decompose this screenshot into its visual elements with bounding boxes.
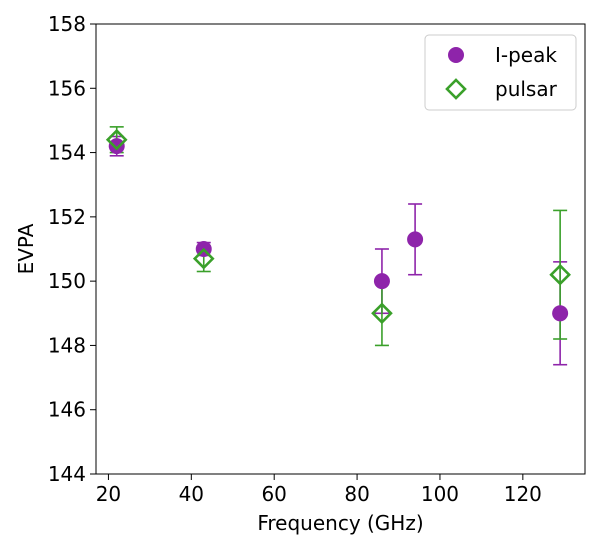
- legend-marker-pulsar: [445, 78, 467, 100]
- x-tick-label: 120: [504, 482, 542, 506]
- y-tick-label: 156: [48, 76, 86, 100]
- y-tick-label: 150: [48, 269, 86, 293]
- x-axis-label: Frequency (GHz): [257, 511, 423, 535]
- x-tick-label: 80: [344, 482, 369, 506]
- data-point-i-peak: [373, 273, 390, 290]
- x-tick-label: 20: [96, 482, 121, 506]
- y-tick-label: 154: [48, 141, 86, 165]
- legend-label-i-peak: I-peak: [495, 43, 557, 67]
- legend-label-pulsar: pulsar: [495, 77, 558, 101]
- data-point-pulsar: [105, 128, 128, 151]
- y-tick-label: 146: [48, 398, 86, 422]
- y-tick-label: 144: [48, 462, 86, 486]
- legend: I-peak pulsar: [424, 34, 577, 111]
- y-tick-label: 158: [48, 12, 86, 36]
- x-tick-label: 40: [179, 482, 204, 506]
- x-tick-label: 100: [421, 482, 459, 506]
- y-tick-label: 148: [48, 333, 86, 357]
- data-point-i-peak: [108, 138, 125, 155]
- y-axis-label: EVPA: [14, 223, 38, 274]
- x-tick-label: 60: [261, 482, 286, 506]
- y-tick-label: 152: [48, 205, 86, 229]
- axes-frame: [95, 23, 586, 475]
- plot-area: 20 40 60 80 100 120 144 146 148 150 152 154 156 158: [48, 12, 586, 506]
- legend-marker-i-peak: [448, 47, 464, 63]
- data-point-pulsar: [192, 247, 215, 270]
- data-point-pulsar: [549, 263, 571, 286]
- data-point-i-peak: [407, 231, 424, 248]
- data-point-i-peak: [552, 305, 569, 322]
- data-point-pulsar: [371, 302, 393, 325]
